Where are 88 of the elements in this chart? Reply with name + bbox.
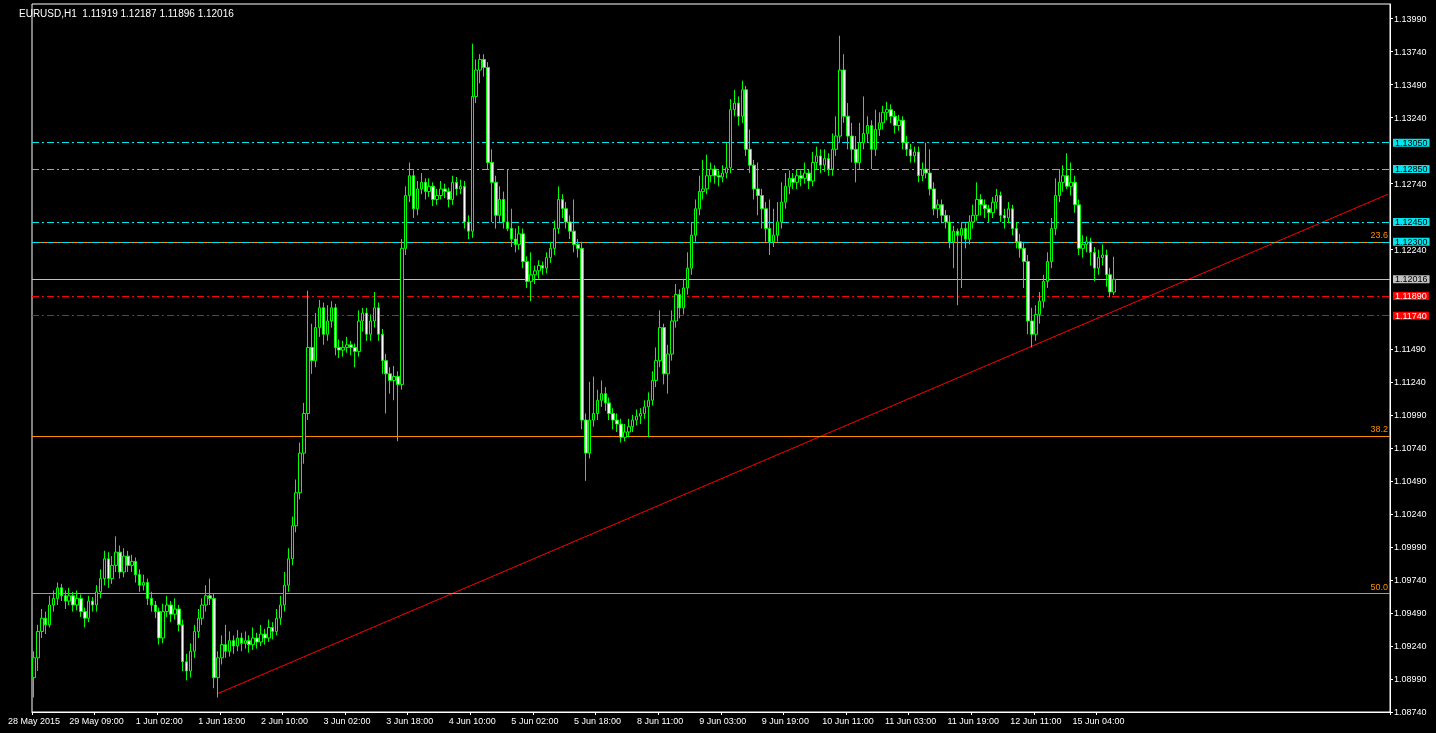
y-tick-label: 1.11240 (1394, 376, 1426, 387)
candlestick (71, 591, 75, 613)
x-tick-label: 11 Jun 03:00 (884, 715, 937, 726)
ref-line-label: 1.12850 (1395, 164, 1428, 175)
candlestick (126, 550, 130, 573)
candlestick (345, 336, 349, 354)
candlestick (795, 168, 799, 190)
annotation: 50.0 (1370, 581, 1388, 592)
candlestick (917, 146, 920, 183)
candlestick (705, 154, 709, 195)
candlestick (983, 198, 987, 219)
candlestick (87, 595, 90, 623)
candlestick (627, 418, 631, 438)
candlestick (341, 340, 345, 358)
x-tick-label: 1 Jun 18:00 (198, 715, 246, 726)
candlestick (169, 600, 173, 623)
candlestick (803, 162, 807, 185)
candlestick (326, 304, 329, 342)
y-tick-label: 1.10490 (1394, 475, 1427, 486)
y-tick-label: 1.11490 (1394, 343, 1426, 354)
y-tick-label: 1.12740 (1394, 178, 1427, 189)
x-tick-label: 12 Jun 11:00 (1010, 715, 1062, 726)
y-tick-label: 1.09740 (1394, 574, 1427, 585)
x-tick-label: 1 Jun 02:00 (135, 715, 183, 726)
y-tick-label: 1.13240 (1394, 112, 1427, 123)
y-tick-label: 1.10740 (1394, 442, 1427, 453)
y-tick-label: 1.08740 (1394, 707, 1427, 717)
candlestick (259, 624, 263, 647)
x-tick-label: 5 Jun 18:00 (573, 715, 622, 726)
candlestick (451, 175, 454, 206)
y-tick-label: 1.09990 (1394, 541, 1427, 552)
candlestick (267, 619, 271, 643)
x-tick-label: 8 Jun 11:00 (636, 715, 684, 726)
candlestick (471, 43, 474, 239)
candlestick (122, 547, 126, 578)
candlestick (537, 259, 541, 280)
candlestick (529, 251, 533, 302)
candlestick (717, 169, 721, 187)
x-tick-label: 10 Jun 11:00 (822, 715, 874, 726)
candlestick (244, 630, 247, 650)
x-tick-label: 2 Jun 10:00 (260, 715, 308, 726)
y-tick-label: 1.13490 (1394, 79, 1427, 90)
y-tick-label: 1.09490 (1394, 607, 1427, 618)
y-tick-label: 1.10990 (1394, 409, 1427, 420)
x-tick-label: 5 Jun 02:00 (511, 715, 559, 726)
x-tick-label: 11 Jun 19:00 (947, 715, 999, 726)
x-tick-label: 28 May 2015 (7, 715, 60, 726)
annotation: 23.6 (1370, 230, 1388, 241)
chart-title: EURUSD,H1 1.11919 1.12187 1.11896 1.12016 (19, 7, 235, 19)
y-tick-label: 1.13740 (1394, 46, 1427, 57)
x-tick-label: 4 Jun 10:00 (448, 715, 496, 726)
y-tick-label: 1.10240 (1394, 508, 1427, 519)
candlestick (768, 198, 771, 256)
annotation: 38.2 (1370, 424, 1388, 435)
ref-line-label: 1.11740 (1395, 310, 1427, 321)
candlestick (791, 172, 795, 190)
candlestick (107, 551, 110, 589)
candlestick (623, 423, 627, 442)
candlestick (236, 629, 239, 652)
ref-line-label: 1.12450 (1395, 216, 1428, 227)
y-tick-label: 1.13990 (1394, 13, 1427, 24)
x-tick-label: 15 Jun 04:00 (1072, 715, 1125, 726)
y-tick-label: 1.08990 (1394, 673, 1427, 684)
y-tick-label: 1.09240 (1394, 640, 1427, 651)
candlestick (334, 303, 337, 356)
candlestick (819, 148, 822, 174)
x-tick-label: 3 Jun 18:00 (386, 715, 434, 726)
y-tick-label: 1.12240 (1394, 244, 1427, 255)
candlestick (424, 177, 427, 200)
ref-line-label: 1.11890 (1395, 290, 1427, 301)
candlestick (823, 148, 826, 173)
x-tick-label: 3 Jun 02:00 (323, 715, 371, 726)
x-tick-label: 9 Jun 03:00 (699, 715, 747, 726)
candlestick (251, 626, 255, 651)
candlestick (811, 151, 815, 187)
candlestick (1112, 256, 1116, 296)
x-tick-label: 9 Jun 19:00 (761, 715, 809, 726)
ref-line-label: 1.13050 (1395, 137, 1428, 148)
candlestick (322, 302, 325, 346)
candlestick (713, 164, 717, 185)
x-tick-label: 29 May 09:00 (69, 715, 124, 726)
ref-line-label: 1.12300 (1395, 236, 1428, 247)
candlestick (365, 307, 368, 342)
candlestick (631, 414, 634, 433)
candlestick (240, 632, 243, 652)
candlestick (431, 181, 435, 207)
candlestick (232, 634, 235, 655)
ref-line-label: 1.12016 (1395, 274, 1428, 285)
